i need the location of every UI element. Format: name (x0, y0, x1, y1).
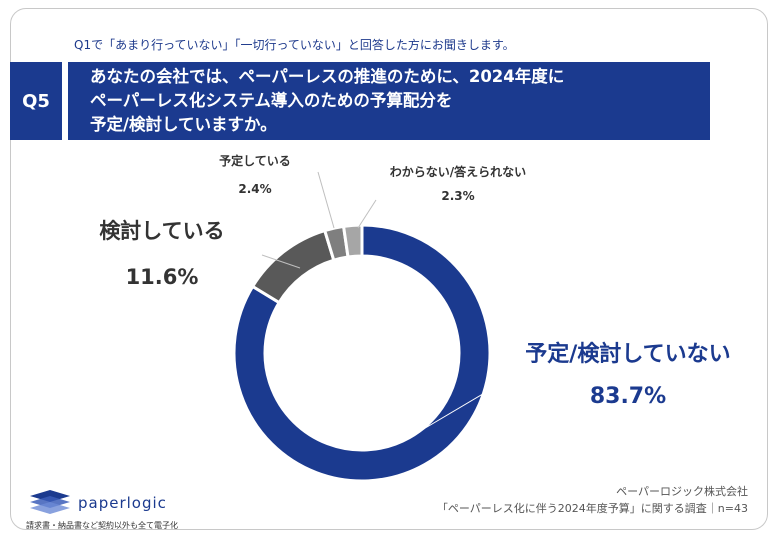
slice-label-value: 11.6% (125, 265, 199, 289)
slice-label-value: 2.4% (238, 182, 272, 196)
slice-label-value: 83.7% (589, 384, 667, 409)
logo-wordmark: paperlogic (78, 494, 167, 512)
slice-label-name: 検討している (99, 219, 225, 243)
slice-considering (250, 228, 336, 305)
slice-label-not-planning: 予定/検討していない 83.7% (498, 340, 758, 412)
leader-line (261, 254, 301, 269)
slice-label-considering: 検討している 11.6% (62, 216, 262, 292)
source-survey: 「ペーパーレス化に伴う2024年度予算」に関する調査｜n=43 (436, 502, 748, 515)
logo-tagline: 請求書・納品書など契約以外も全て電子化 (26, 521, 178, 530)
slice-label-name: 予定している (219, 154, 291, 168)
source-note: ペーパーロジック株式会社 「ペーパーレス化に伴う2024年度予算」に関する調査｜… (437, 483, 748, 517)
question-line: 予定/検討していますか。 (90, 115, 277, 134)
intro-text: Q1で「あまり行っていない」「一切行っていない」と回答した方にお聞きします。 (74, 38, 515, 52)
question-number-badge: Q5 (10, 62, 62, 140)
slice-label-name: 予定/検討していない (525, 342, 731, 367)
slice-label-value: 2.3% (441, 189, 475, 203)
slice-label-unknown: わからない/答えられない 2.3% (378, 162, 538, 206)
source-company: ペーパーロジック株式会社 (616, 485, 748, 498)
question-line: ペーパーレス化システム導入のための予算配分を (90, 91, 453, 110)
slice-label-planned: 予定している 2.4% (200, 152, 310, 198)
leader-line (317, 171, 335, 229)
question-box: あなたの会社では、ペーパーレスの推進のために、2024年度に ペーパーレス化シス… (68, 62, 710, 140)
paperlogic-logo-icon (30, 490, 70, 514)
slice-unknown (341, 223, 364, 259)
leader-line (404, 371, 521, 441)
question-line: あなたの会社では、ペーパーレスの推進のために、2024年度に (90, 67, 565, 86)
slice-not-planning (232, 223, 492, 483)
slice-label-name: わからない/答えられない (389, 165, 527, 179)
leader-line (357, 199, 377, 229)
